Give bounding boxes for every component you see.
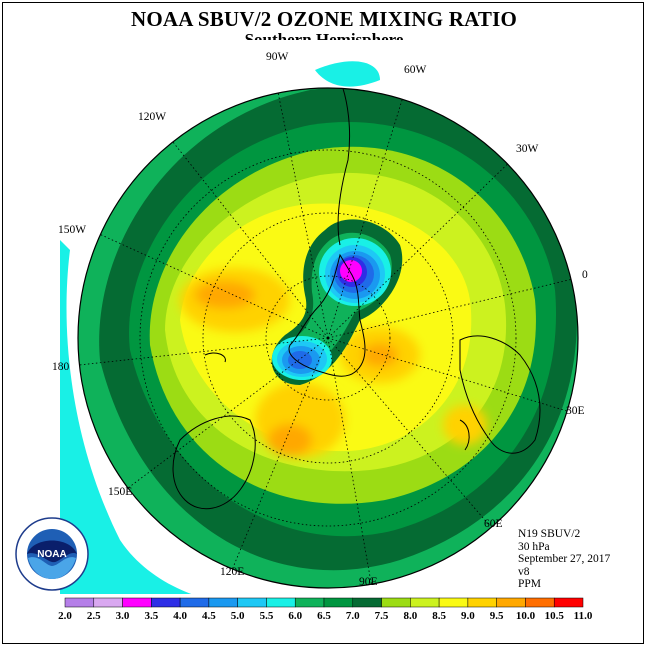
colorbar-swatch bbox=[64, 597, 95, 608]
map-title: NOAA SBUV/2 OZONE MIXING RATIO bbox=[131, 7, 517, 31]
svg-text:NOAA: NOAA bbox=[37, 549, 66, 560]
colorbar-swatch bbox=[467, 597, 497, 608]
lon-label: 90E bbox=[359, 576, 378, 588]
lon-label: 90W bbox=[266, 51, 289, 63]
colorbar-tick-label: 8.5 bbox=[432, 610, 446, 622]
algorithm-version: v8 bbox=[518, 565, 530, 578]
colorbar-tick-label: 2.5 bbox=[87, 610, 101, 622]
colorbar-tick-label: 7.0 bbox=[346, 610, 360, 622]
colorbar-swatch bbox=[496, 597, 526, 608]
coastlines bbox=[172, 88, 541, 510]
lon-label: 180 bbox=[52, 361, 70, 373]
lon-label: 60W bbox=[404, 64, 427, 76]
colorbar-swatch bbox=[553, 597, 584, 608]
colorbar-swatch bbox=[93, 597, 123, 608]
colorbar-tick-label: 9.5 bbox=[490, 610, 504, 622]
units-label: PPM bbox=[518, 578, 542, 591]
longitude-labels: 90W 60W 30W 0 30E 60E 90E 120E 150E 180 … bbox=[52, 51, 588, 588]
colorbar-tick-label: 7.5 bbox=[375, 610, 389, 622]
colorbar-swatch bbox=[381, 597, 411, 608]
pressure-level: 30 hPa bbox=[518, 540, 550, 553]
lon-label: 120W bbox=[138, 111, 166, 123]
colorbar-swatch bbox=[410, 597, 440, 608]
colorbar-swatch bbox=[438, 597, 469, 608]
colorbar-swatch bbox=[237, 597, 267, 608]
colorbar-swatch bbox=[266, 597, 296, 608]
colorbar: 2.0 2.5 3.0 3.5 4.0 4.5 5.0 5.5 6.0 6.5 7.0 7.5 8.0 8… bbox=[58, 597, 593, 622]
colorbar-tick-label: 11.0 bbox=[574, 610, 593, 622]
colorbar-tick-label: 3.0 bbox=[116, 610, 130, 622]
colorbar-swatch bbox=[525, 597, 555, 608]
colorbar-swatch bbox=[151, 597, 181, 608]
colorbar-tick-label: 2.0 bbox=[58, 610, 72, 622]
colorbar-swatch bbox=[179, 597, 210, 608]
colorbar-swatch bbox=[122, 597, 152, 608]
graticule bbox=[78, 88, 578, 588]
colorbar-swatch bbox=[352, 597, 382, 608]
lon-label: 120E bbox=[220, 566, 244, 578]
colorbar-tick-label: 4.5 bbox=[202, 610, 216, 622]
lon-label: 60E bbox=[484, 518, 503, 530]
lon-label: 150W bbox=[58, 224, 86, 236]
satellite-name: N19 SBUV/2 bbox=[518, 528, 581, 540]
colorbar-tick-label: 10.5 bbox=[545, 610, 565, 622]
lon-label: 150E bbox=[108, 486, 132, 498]
colorbar-swatch bbox=[323, 597, 354, 608]
lon-label: 30E bbox=[566, 405, 585, 417]
noaa-logo: NOAA bbox=[15, 517, 89, 591]
colorbar-tick-label: 5.0 bbox=[231, 610, 245, 622]
colorbar-swatch bbox=[208, 597, 238, 608]
map-boundary bbox=[77, 87, 579, 589]
colorbar-tick-label: 8.0 bbox=[403, 610, 417, 622]
colorbar-tick-label: 5.5 bbox=[260, 610, 274, 622]
lon-label: 30W bbox=[516, 143, 539, 155]
colorbar-swatch bbox=[294, 597, 325, 608]
metadata-block: N19 SBUV/2 30 hPa September 27, 2017 v8 … bbox=[518, 528, 610, 591]
observation-date: September 27, 2017 bbox=[518, 553, 611, 566]
colorbar-tick-label: 10.0 bbox=[516, 610, 536, 622]
lon-label: 0 bbox=[582, 269, 588, 281]
colorbar-tick-label: 6.5 bbox=[317, 610, 331, 622]
colorbar-tick-label: 4.0 bbox=[173, 610, 187, 622]
colorbar-tick-label: 3.5 bbox=[144, 610, 158, 622]
colorbar-tick-label: 6.0 bbox=[288, 610, 302, 622]
colorbar-tick-label: 9.0 bbox=[461, 610, 475, 622]
